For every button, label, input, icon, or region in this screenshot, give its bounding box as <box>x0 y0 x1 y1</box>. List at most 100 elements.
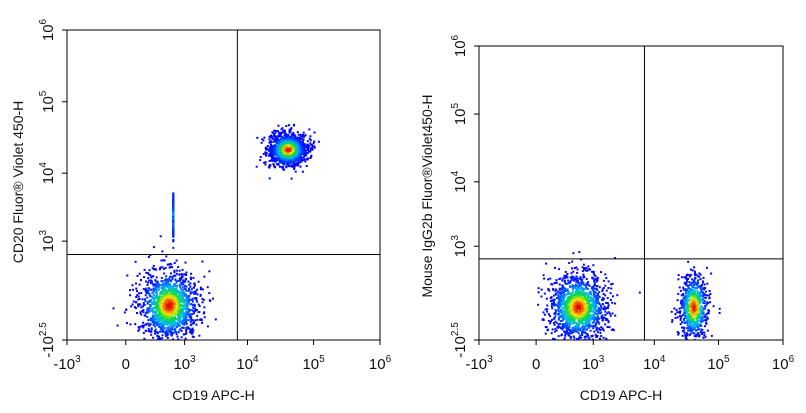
event-dot <box>586 283 588 285</box>
event-dot <box>541 289 543 291</box>
event-dot <box>165 346 167 348</box>
event-dot <box>174 329 176 331</box>
event-dot <box>278 133 280 135</box>
event-dot <box>191 288 193 290</box>
event-dot <box>693 290 695 292</box>
event-dot <box>588 302 590 304</box>
event-dot <box>172 233 174 235</box>
event-dot <box>563 293 565 295</box>
event-dot <box>593 295 595 297</box>
event-dot <box>555 279 557 281</box>
event-dot <box>146 289 148 291</box>
event-dot <box>184 286 186 288</box>
event-dot <box>289 129 291 131</box>
event-dot <box>602 288 604 290</box>
event-dot <box>172 221 174 223</box>
event-dot <box>553 322 555 324</box>
event-dot <box>169 266 171 268</box>
event-dot <box>547 278 549 280</box>
event-dot <box>142 325 144 327</box>
event-dot <box>151 281 153 283</box>
event-dot <box>181 336 183 338</box>
event-dot <box>182 292 184 294</box>
event-dot <box>156 324 158 326</box>
event-dot <box>175 287 177 289</box>
event-dot <box>558 268 560 270</box>
event-dot <box>616 294 618 296</box>
event-dot <box>165 333 167 335</box>
event-dot <box>151 303 153 305</box>
event-dot <box>585 306 587 308</box>
event-dot <box>547 329 549 331</box>
event-dot <box>586 288 588 290</box>
event-dot <box>165 335 167 337</box>
event-dot <box>674 313 676 315</box>
event-dot <box>140 292 142 294</box>
event-dot <box>541 296 543 298</box>
event-dot <box>593 321 595 323</box>
event-dot <box>585 267 587 269</box>
event-dot <box>166 324 168 326</box>
event-dot <box>614 303 616 305</box>
event-dot <box>198 335 200 337</box>
event-dot <box>603 293 605 295</box>
event-dot <box>172 214 174 216</box>
event-dot <box>129 323 131 325</box>
event-dot <box>277 130 279 132</box>
event-dot <box>280 133 282 135</box>
event-dot <box>608 311 610 313</box>
event-dot <box>555 293 557 295</box>
event-dot <box>270 140 272 142</box>
event-dot <box>705 323 707 325</box>
event-dot <box>571 310 573 312</box>
event-dot <box>139 273 141 275</box>
event-dot <box>273 141 275 143</box>
event-dot <box>560 311 562 313</box>
event-dot <box>600 317 602 319</box>
event-dot <box>313 141 315 143</box>
event-dot <box>182 311 184 313</box>
event-dot <box>256 137 258 139</box>
event-dot <box>159 267 161 269</box>
event-dot <box>156 335 158 337</box>
event-dot <box>175 322 177 324</box>
event-dot <box>169 296 171 298</box>
event-dot <box>597 293 599 295</box>
event-dot <box>593 280 595 282</box>
event-dot <box>167 300 169 302</box>
event-dot <box>597 331 599 333</box>
event-dot <box>569 313 571 315</box>
event-dot <box>295 159 297 161</box>
event-dot <box>165 320 167 322</box>
event-dot <box>559 284 561 286</box>
event-dot <box>280 148 282 150</box>
event-dot <box>602 319 604 321</box>
event-dot <box>596 289 598 291</box>
event-dot <box>594 295 596 297</box>
event-dot <box>543 278 545 280</box>
event-dot <box>578 305 580 307</box>
event-dot <box>170 314 172 316</box>
event-dot <box>171 297 173 299</box>
event-dot <box>561 280 563 282</box>
event-dot <box>172 195 174 197</box>
event-dot <box>186 296 188 298</box>
event-dot <box>290 144 292 146</box>
event-dot <box>604 314 606 316</box>
event-dot <box>167 337 169 339</box>
event-dot <box>552 338 554 340</box>
event-dot <box>551 332 553 334</box>
event-dot <box>581 307 583 309</box>
event-dot <box>147 277 149 279</box>
event-dot <box>157 306 159 308</box>
event-dot <box>165 330 167 332</box>
event-dot <box>161 250 163 252</box>
event-dot <box>557 313 559 315</box>
event-dot <box>160 287 162 289</box>
event-dot <box>677 293 679 295</box>
event-dot <box>606 319 608 321</box>
event-dot <box>577 341 579 343</box>
event-dot <box>192 298 194 300</box>
event-dot <box>155 281 157 283</box>
event-dot <box>198 340 200 342</box>
